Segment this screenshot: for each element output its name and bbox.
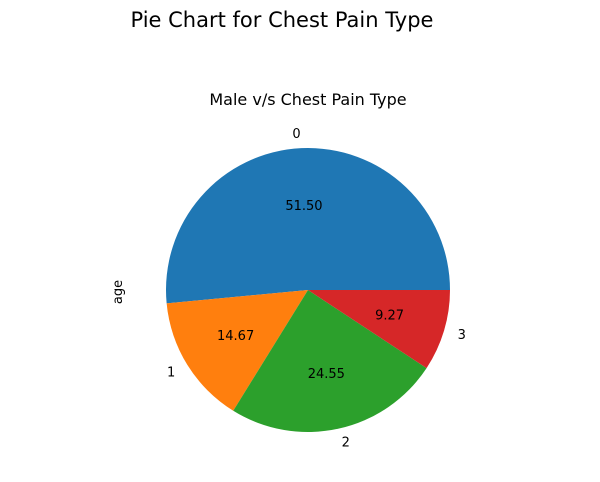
slice-value-label: 14.67 <box>217 329 254 344</box>
slice-value-label: 51.50 <box>285 199 322 214</box>
figure-title: Pie Chart for Chest Pain Type <box>131 8 434 32</box>
pie-slice-0 <box>165 147 450 304</box>
chart-subtitle: Male v/s Chest Pain Type <box>209 90 406 109</box>
slice-category-label: 2 <box>342 436 350 451</box>
y-axis-label: age <box>111 280 126 304</box>
pie-slice-3 <box>308 290 450 369</box>
slice-value-label: 24.55 <box>308 367 345 382</box>
pie-slice-1 <box>166 290 308 411</box>
slice-value-label: 9.27 <box>375 308 404 323</box>
pie-chart: 0 51.50 1 14.67 2 24.55 3 9.27 <box>165 127 466 451</box>
pie-slice-2 <box>233 290 427 432</box>
slice-category-label: 3 <box>458 328 466 343</box>
slice-category-label: 0 <box>292 127 300 142</box>
slice-category-label: 1 <box>167 365 175 380</box>
